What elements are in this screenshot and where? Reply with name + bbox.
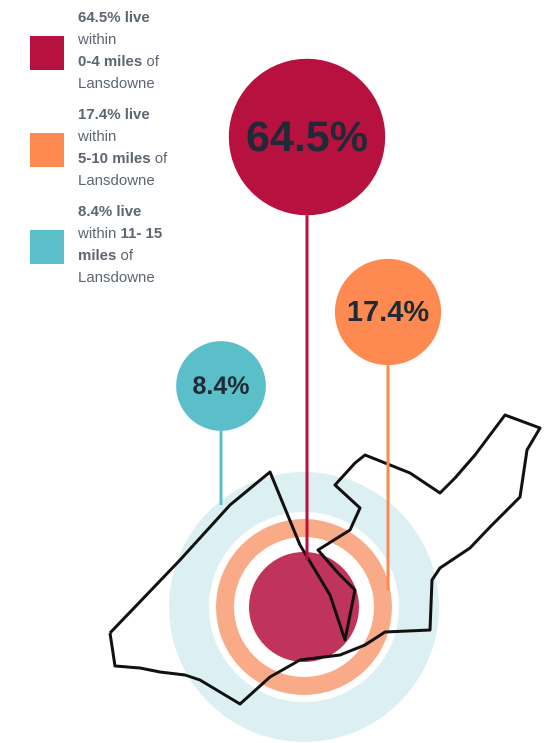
legend-text-part: of	[116, 247, 134, 264]
bubble-label: 8.4%	[193, 372, 250, 400]
inner-circle	[249, 552, 359, 662]
legend-line: 0-4 miles of	[78, 53, 160, 70]
legend-swatch	[30, 230, 64, 264]
legend-text-part: 64.5% live	[78, 9, 150, 26]
legend-text-part: within	[77, 225, 121, 242]
legend-swatch	[30, 133, 64, 167]
legend-line: 17.4% live	[78, 106, 150, 123]
legend-text-part: 8.4% live	[78, 203, 141, 220]
legend-text-part: 5-10 miles	[78, 150, 151, 167]
legend-text-part: Lansdowne	[78, 172, 155, 189]
legend-text-part: miles	[78, 247, 116, 264]
bubble-label: 64.5%	[246, 113, 368, 161]
legend-text-part: Lansdowne	[78, 75, 155, 92]
legend-line: Lansdowne	[78, 75, 155, 92]
legend-line: miles of	[78, 247, 134, 264]
bubble	[228, 58, 386, 216]
legend-text-part: 17.4% live	[78, 106, 150, 123]
legend: 64.5% live within 0-4 miles of Lansdowne 17.…	[30, 9, 168, 286]
legend-line: Lansdowne	[78, 172, 155, 189]
legend-line: within	[77, 128, 116, 145]
bubble	[176, 341, 266, 431]
legend-text-part: of	[151, 150, 169, 167]
bubble	[334, 258, 442, 366]
legend-line: within 11- 15	[77, 225, 162, 242]
bubbles: 64.5% 17.4% 8.4%	[176, 58, 442, 590]
region-outline	[108, 413, 542, 706]
legend-line: Lansdowne	[78, 269, 155, 286]
legend-text-part: within	[77, 31, 116, 48]
bubble-label: 17.4%	[347, 296, 429, 328]
legend-text-part: 11- 15	[121, 225, 163, 242]
legend-line: within	[77, 31, 116, 48]
legend-text-part: within	[77, 128, 116, 145]
legend-line: 5-10 miles of	[78, 150, 168, 167]
legend-swatch	[30, 36, 64, 70]
legend-text-part: Lansdowne	[78, 269, 155, 286]
legend-text-part: of	[142, 53, 160, 70]
legend-text-part: 0-4 miles	[78, 53, 142, 70]
legend-line: 8.4% live	[78, 203, 141, 220]
legend-line: 64.5% live	[78, 9, 150, 26]
